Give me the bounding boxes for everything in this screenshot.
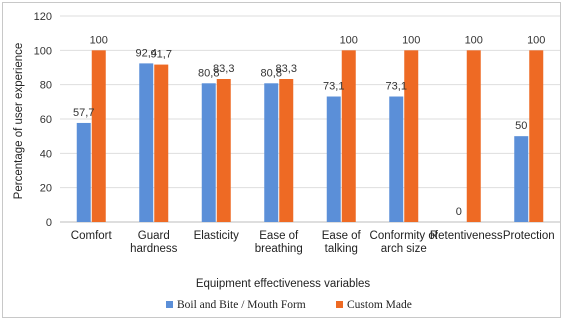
bar-boil-and-bite-mouth-form-conformity-of-arch-size xyxy=(389,96,404,222)
y-tick-label: 40 xyxy=(40,148,52,160)
legend-label-boil-and-bite: Boil and Bite / Mouth Form xyxy=(177,299,306,311)
y-axis-title: Percentage of user experience xyxy=(13,43,25,200)
x-axis-title: Equipment effectiveness variables xyxy=(196,278,371,290)
x-category-label-comfort: Comfort xyxy=(71,230,113,242)
bar-custom-made-guard-hardness xyxy=(154,64,169,222)
bar-custom-made-ease-of-breathing xyxy=(279,79,294,222)
y-tick-label: 80 xyxy=(40,80,52,92)
bar-boil-and-bite-mouth-form-comfort xyxy=(76,122,91,222)
data-label-boil-and-bite-mouth-form-conformity-of-arch-size: 73,1 xyxy=(386,81,407,93)
data-label-boil-and-bite-mouth-form-protection: 50 xyxy=(515,120,527,132)
bar-custom-made-elasticity xyxy=(216,79,231,222)
data-label-custom-made-elasticity: 83,3 xyxy=(213,63,234,75)
x-category-label-elasticity: Elasticity xyxy=(194,230,240,242)
bar-custom-made-ease-of-talking xyxy=(341,50,356,223)
legend-swatch-boil-and-bite xyxy=(166,301,173,308)
legend: Boil and Bite / Mouth Form Custom Made xyxy=(166,299,412,311)
x-category-label-conformity-of-arch-size: Conformity of arch size xyxy=(370,230,439,255)
y-axis-ticks: 0 20 40 60 80 100 120 xyxy=(34,11,52,229)
x-category-label-ease-of-breathing: Ease of breathing xyxy=(255,230,303,255)
y-tick-label: 60 xyxy=(40,114,52,126)
bar-boil-and-bite-mouth-form-ease-of-talking xyxy=(326,96,341,222)
x-category-label-retentiveness: Retentiveness xyxy=(430,230,503,242)
y-tick-label: 100 xyxy=(34,45,52,57)
data-label-boil-and-bite-mouth-form-retentiveness: 0 xyxy=(456,206,462,218)
bar-boil-and-bite-mouth-form-ease-of-breathing xyxy=(264,83,279,222)
bar-custom-made-retentiveness xyxy=(466,50,481,223)
x-category-label-ease-of-talking: Ease of talking xyxy=(322,230,362,255)
bar-custom-made-conformity-of-arch-size xyxy=(404,50,419,223)
bar-boil-and-bite-mouth-form-guard-hardness xyxy=(139,63,154,222)
bar-custom-made-protection xyxy=(529,50,544,223)
y-tick-label: 120 xyxy=(34,11,52,23)
data-label-custom-made-ease-of-talking: 100 xyxy=(340,34,358,46)
data-label-custom-made-conformity-of-arch-size: 100 xyxy=(402,34,420,46)
x-axis-categories: Comfort Guard hardness Elasticity Ease of bre… xyxy=(71,230,555,255)
data-label-boil-and-bite-mouth-form-guard-hardness: 92,4 xyxy=(136,47,157,59)
data-label-custom-made-retentiveness: 100 xyxy=(465,34,483,46)
bar-boil-and-bite-mouth-form-protection xyxy=(514,136,529,222)
y-tick-label: 20 xyxy=(40,183,52,195)
data-label-boil-and-bite-mouth-form-elasticity: 80,8 xyxy=(198,67,219,79)
data-label-custom-made-ease-of-breathing: 83,3 xyxy=(276,63,297,75)
x-category-label-guard-hardness: Guard hardness xyxy=(130,230,178,255)
data-label-boil-and-bite-mouth-form-comfort: 57,7 xyxy=(73,107,94,119)
data-label-boil-and-bite-mouth-form-ease-of-talking: 73,1 xyxy=(323,81,344,93)
bar-custom-made-comfort xyxy=(91,50,106,223)
data-label-custom-made-protection: 100 xyxy=(527,34,545,46)
bar-boil-and-bite-mouth-form-elasticity xyxy=(201,83,216,222)
data-label-custom-made-guard-hardness: 91,7 xyxy=(151,49,172,61)
data-label-boil-and-bite-mouth-form-ease-of-breathing: 80,8 xyxy=(261,67,282,79)
x-category-label-protection: Protection xyxy=(503,230,555,242)
y-tick-label: 0 xyxy=(46,217,52,229)
data-label-custom-made-comfort: 100 xyxy=(90,34,108,46)
legend-label-custom-made: Custom Made xyxy=(347,299,412,311)
legend-swatch-custom-made xyxy=(336,301,343,308)
bars xyxy=(76,50,544,223)
